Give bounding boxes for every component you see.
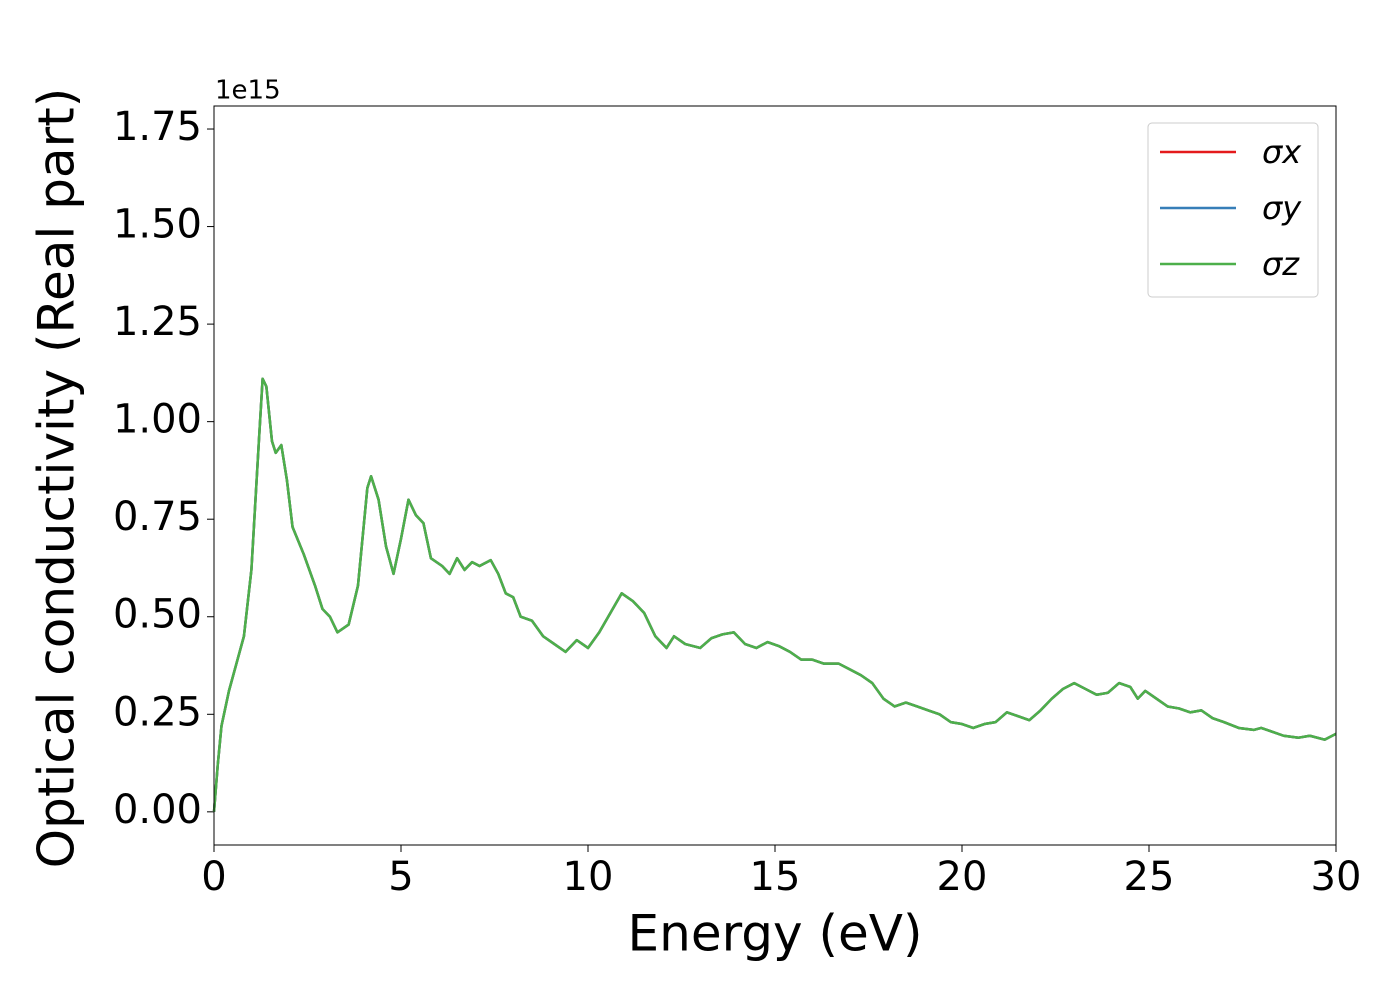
y-tick-label: 0.50 [113,592,202,638]
legend-label: σx [1262,133,1302,171]
x-tick-label: 10 [563,854,614,900]
x-tick-label: 15 [750,854,801,900]
data-line [212,377,1337,812]
y-tick-label: 1.00 [113,397,202,443]
legend-box [1147,122,1319,298]
x-tick-label: 25 [1124,854,1175,900]
plot-frame [213,105,1337,846]
x-tick-label: 20 [937,854,988,900]
legend-label: σz [1262,245,1300,283]
data-line [212,377,1337,812]
x-tick-label: 5 [388,854,413,900]
y-offset-label: 1e15 [215,76,281,106]
y-tick-label: 0.75 [113,494,202,540]
x-axis-label: Energy (eV) [628,905,923,963]
y-tick-label: 0.25 [113,689,202,735]
legend-label: σy [1262,189,1302,227]
x-tick-label: 30 [1311,854,1362,900]
y-tick-label: 0.00 [113,787,202,833]
y-tick-label: 1.50 [113,202,202,248]
x-tick-label: 0 [201,854,226,900]
y-axis-label: Optical conductivity (Real part) [28,88,86,869]
y-tick-label: 1.25 [113,299,202,345]
y-tick-label: 1.75 [113,104,202,150]
data-line [212,377,1337,812]
